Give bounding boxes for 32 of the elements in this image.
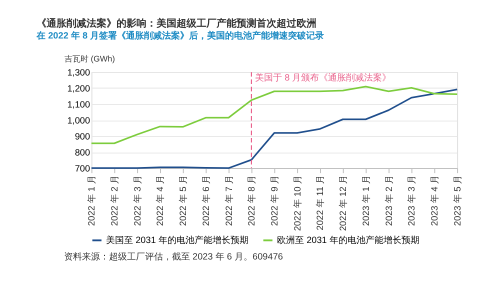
x-tick-label: 2022 年 6 月 — [200, 174, 211, 226]
x-tick-label: 2022 年 7 月 — [224, 174, 234, 226]
x-tick-label: 2022 年 12 月 — [338, 174, 348, 232]
y-tick-label: 1,300 — [67, 67, 90, 78]
legend-label: 美国至 2031 年的电池产能增长预期 — [106, 235, 248, 246]
x-tick-label: 2022 年 5 月 — [178, 174, 188, 226]
x-tick-label: 2023 年 2 月 — [384, 174, 394, 226]
text: 资料来源：超级工厂评估，截至 2023 年 6 月。609476 — [64, 252, 283, 262]
y-tick-label: 1,200 — [67, 83, 90, 94]
y-tick-label: 700 — [74, 163, 90, 174]
x-tick-label: 2022 年 2 月 — [109, 174, 120, 226]
chart-subtitle: 在 2022 年 8 月签署《通胀削减法案》后，美国的电池产能增速突破记录 — [36, 30, 324, 40]
chart-title: 《通胀削减法案》的影响：美国超级工厂产能预测首次超过欧洲 — [36, 17, 317, 30]
x-tick-label: 2022 年 11 月 — [315, 174, 326, 230]
x-tick-label: 2022 年 4 月 — [155, 174, 166, 226]
x-tick-label: 2022 年 1 月 — [86, 174, 97, 226]
y-axis-title: 吉瓦时 (GWh) — [64, 54, 116, 64]
line-series — [90, 86, 458, 144]
x-tick-label: 2022 年 9 月 — [269, 174, 280, 226]
x-tick-label: 2023 年 4 月 — [429, 174, 440, 226]
ref-line-label: 美国于 8 月颁布《通胀削减法案》 — [255, 72, 392, 82]
x-tick-label: 2022 年 3 月 — [132, 174, 142, 226]
x-tick-label: 2022 年 8 月 — [246, 174, 257, 226]
x-tick-label: 2022 年 10 月 — [292, 174, 302, 232]
y-tick-label: 1,100 — [67, 99, 90, 110]
y-tick-label: 800 — [74, 147, 90, 158]
x-tick-label: 2023 年 5 月 — [452, 174, 462, 226]
y-tick-label: 900 — [74, 131, 90, 142]
x-tick-label: 2023 年 3 月 — [406, 174, 417, 226]
x-tick-label: 2023 年 1 月 — [360, 174, 371, 226]
y-tick-label: 1,000 — [67, 115, 90, 126]
legend-label: 欧洲至 2031 年的电池产能增长预期 — [277, 235, 420, 246]
